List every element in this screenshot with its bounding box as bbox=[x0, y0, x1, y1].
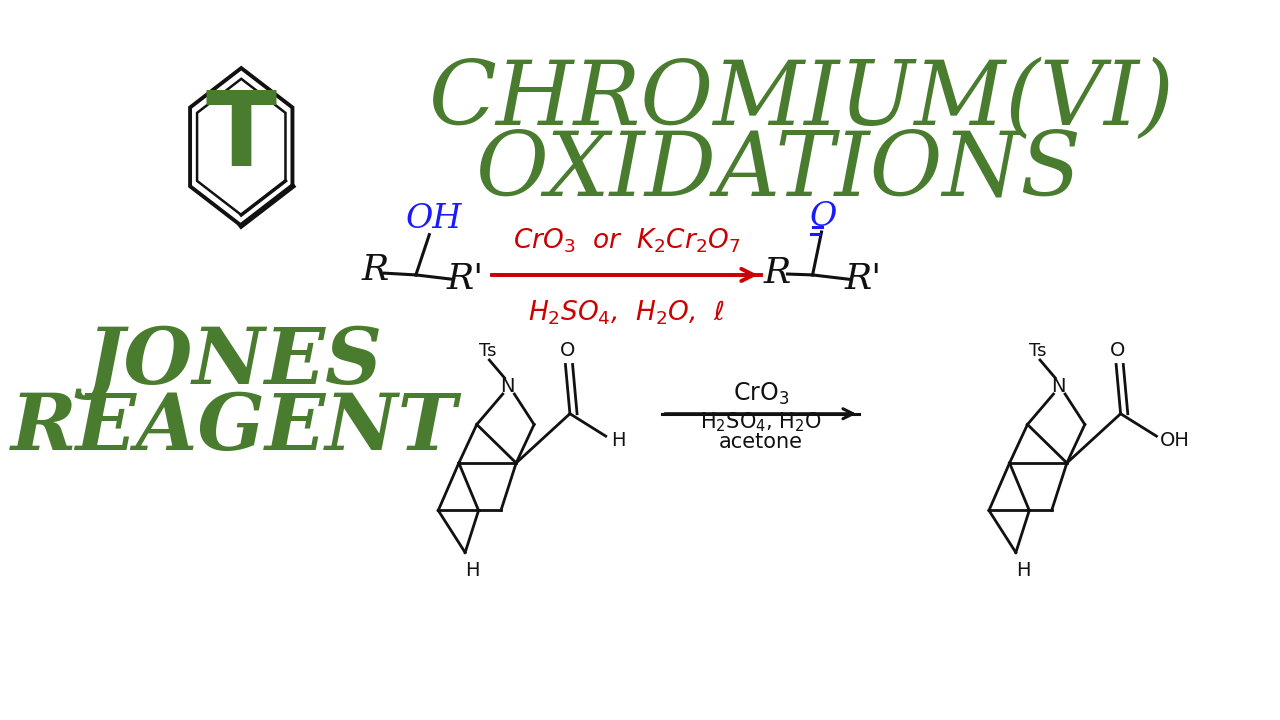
Text: REAGENT: REAGENT bbox=[10, 390, 457, 467]
Text: OH: OH bbox=[1160, 431, 1189, 450]
Text: CHROMIUM(VI): CHROMIUM(VI) bbox=[428, 57, 1174, 144]
Text: JONES: JONES bbox=[86, 323, 383, 400]
Text: H: H bbox=[611, 431, 626, 450]
Text: O: O bbox=[1110, 341, 1125, 360]
Text: N: N bbox=[500, 377, 515, 397]
Text: H: H bbox=[1016, 561, 1030, 580]
Text: H: H bbox=[465, 561, 480, 580]
Text: Ts: Ts bbox=[479, 342, 497, 360]
Text: T: T bbox=[206, 87, 276, 189]
Text: R: R bbox=[763, 256, 790, 290]
Text: R: R bbox=[362, 253, 389, 287]
Text: O: O bbox=[810, 201, 837, 233]
Text: O: O bbox=[559, 341, 575, 360]
Text: OH: OH bbox=[406, 204, 462, 235]
Text: $CrO_3$  or  $K_2Cr_2O_7$: $CrO_3$ or $K_2Cr_2O_7$ bbox=[512, 227, 740, 255]
Text: $\mathregular{CrO_3}$: $\mathregular{CrO_3}$ bbox=[732, 381, 788, 407]
Text: $\mathregular{H_2SO_4}$, $\mathregular{H_2O}$: $\mathregular{H_2SO_4}$, $\mathregular{H… bbox=[700, 411, 822, 434]
Text: OXIDATIONS: OXIDATIONS bbox=[475, 127, 1082, 214]
Text: R': R' bbox=[447, 262, 484, 297]
Text: R': R' bbox=[844, 262, 881, 297]
Text: N: N bbox=[1051, 377, 1065, 397]
Text: $H_2SO_4$,  $H_2O$,  $\ell$: $H_2SO_4$, $H_2O$, $\ell$ bbox=[527, 298, 724, 327]
Text: Ts: Ts bbox=[1029, 342, 1047, 360]
Text: acetone: acetone bbox=[718, 433, 803, 452]
